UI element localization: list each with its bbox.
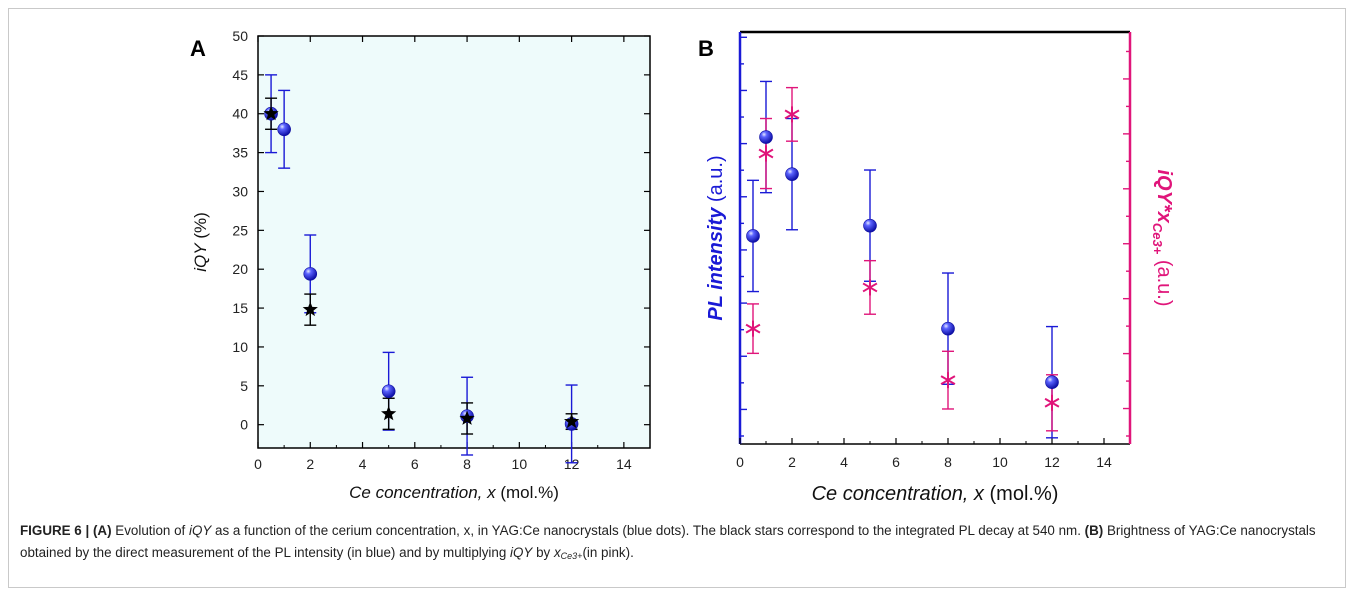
panel-b-pink-point — [862, 279, 878, 296]
panel-b-pink-point — [784, 106, 800, 123]
panel-a-ytick-label: 45 — [232, 67, 248, 83]
panel-a-black-star — [302, 301, 318, 317]
panel-b-xtick-label: 2 — [788, 454, 796, 470]
panel-b-pink-point — [758, 145, 774, 162]
panel-a-xtick-label: 4 — [359, 456, 367, 472]
caption-text-2: as a function of the cerium concentratio… — [211, 523, 1085, 538]
panel-a-blue-point — [303, 267, 318, 281]
panel-b-xlabel-unit: (mol.%) — [984, 483, 1058, 505]
panel-b-ylabel-left-main: PL intensity — [705, 207, 727, 321]
panel-a-xtick-label: 8 — [463, 456, 471, 472]
caption-label: FIGURE 6 | — [20, 523, 93, 538]
panel-b-pink-point-stroke-2 — [1044, 397, 1060, 408]
panel-a-xlabel-main: Ce concentration, x — [349, 483, 496, 502]
caption-x: x — [553, 545, 561, 560]
panel-a-ytick-label: 5 — [240, 378, 248, 394]
panel-a-ytick-label: 40 — [232, 106, 248, 122]
panel-b-pink-point-stroke-2 — [862, 282, 878, 293]
caption-b-tag: (B) — [1084, 523, 1104, 538]
panel-b-ylabel-left: PL intensity (a.u.) — [705, 155, 727, 320]
panel-a-ylabel-unit: (%) — [191, 212, 210, 243]
caption-text-4: by — [532, 545, 554, 560]
panel-b-xtick-label: 12 — [1044, 454, 1060, 470]
panel-b-ylabel-right-sub: Ce3+ — [1150, 223, 1165, 255]
caption-iqy-2: iQY — [510, 545, 533, 560]
panel-a: 0 2 4 6 8 10 12 14 0 5 10 15 20 25 30 35 40 45 50 A Ce conce… — [190, 28, 651, 502]
caption-text-5: (in pink). — [582, 545, 634, 560]
panel-b-ylabel-right-main: iQY*x — [1153, 169, 1175, 223]
panel-b-xlabel: Ce concentration, x (mol.%) — [812, 483, 1059, 505]
panel-b-xlabel-main: Ce concentration, x — [812, 483, 985, 505]
caption-iqy: iQY — [188, 523, 212, 538]
panel-a-ytick-label: 0 — [240, 417, 248, 433]
panel-a-ytick-label: 35 — [232, 145, 248, 161]
panel-a-black-star — [459, 410, 475, 425]
panel-a-ylabel-main: iQY — [191, 242, 210, 272]
panel-b-ylabel-left-unit: (a.u.) — [705, 155, 727, 207]
panel-b-blue-point — [1045, 375, 1059, 390]
panel-a-label: A — [190, 36, 206, 61]
panel-b-xtick-label: 0 — [736, 454, 744, 470]
panel-a-ytick-label: 50 — [232, 28, 248, 44]
panel-b-pink-point — [745, 320, 761, 337]
panel-b-blue-point — [746, 229, 760, 243]
panel-b-pink-point — [940, 372, 956, 389]
panel-a-black-star — [563, 413, 580, 429]
panel-a-xtick-label: 12 — [564, 456, 580, 472]
panel-b-xtick-label: 8 — [944, 454, 952, 470]
panel-a-ytick-label: 25 — [232, 222, 248, 238]
panel-b: 0 2 4 6 8 10 12 14 B Ce concentration, x (mol.%) P… — [698, 30, 1175, 505]
panel-b-pink-point — [1044, 394, 1060, 411]
panel-b-pink-point-stroke-2 — [745, 323, 761, 334]
panel-a-blue-point — [381, 384, 396, 399]
panel-a-ytick-label: 15 — [232, 300, 248, 316]
panel-b-blue-point — [785, 167, 799, 181]
panel-b-blue-point — [759, 130, 773, 144]
panel-a-xtick-label: 6 — [411, 456, 419, 472]
panel-b-ylabel-right: iQY*xCe3+ (a.u.) — [1150, 169, 1175, 306]
panel-a-xlabel: Ce concentration, x (mol.%) — [349, 483, 559, 502]
caption-a-tag: (A) — [92, 523, 112, 538]
panel-a-ylabel: iQY (%) — [191, 212, 210, 272]
panel-a-blue-point — [277, 122, 291, 137]
panel-a-black-star — [381, 405, 397, 421]
panel-a-xtick-label: 10 — [512, 456, 528, 472]
caption-subscript: Ce3+ — [560, 551, 583, 561]
panel-a-plot-area — [257, 35, 651, 449]
figure-caption: FIGURE 6 | (A) Evolution of iQY as a fun… — [20, 520, 1340, 567]
panel-a-xtick-label: 14 — [616, 456, 632, 472]
panel-b-xtick-label: 6 — [892, 454, 900, 470]
panel-a-xtick-label: 0 — [254, 456, 262, 472]
panel-b-pink-point-stroke-2 — [758, 148, 774, 159]
panel-a-xtick-label: 2 — [306, 456, 314, 472]
panel-b-xtick-label: 4 — [840, 454, 848, 470]
panel-b-pink-point-stroke-2 — [940, 375, 956, 386]
panel-a-ytick-label: 30 — [232, 183, 248, 199]
panel-b-blue-point — [863, 218, 877, 233]
caption-text-3: Brightness of YAG:Ce nanocrystals obtain… — [20, 523, 1316, 560]
panel-a-black-star — [263, 105, 279, 121]
panel-b-label: B — [698, 36, 714, 61]
panel-a-ytick-label: 10 — [232, 339, 248, 355]
panel-b-ylabel-right-unit: (a.u.) — [1153, 254, 1175, 306]
panel-a-xlabel-unit: (mol.%) — [496, 483, 559, 502]
panel-b-xtick-label: 10 — [992, 454, 1008, 470]
panel-a-ytick-label: 20 — [232, 261, 248, 277]
panel-b-pink-point-stroke-2 — [784, 109, 800, 120]
panel-b-blue-point — [941, 321, 955, 336]
caption-text-1: Evolution of — [111, 523, 189, 538]
panel-b-xtick-label: 14 — [1096, 454, 1112, 470]
